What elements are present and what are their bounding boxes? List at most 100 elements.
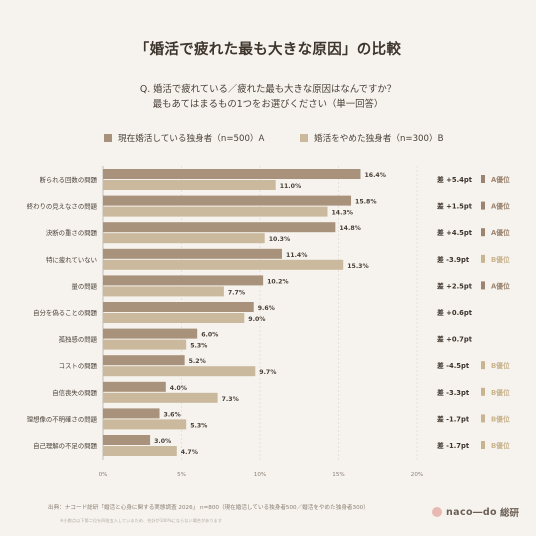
bar-b xyxy=(103,392,218,403)
value-label-a: 9.6% xyxy=(258,305,275,312)
bar-a xyxy=(103,435,151,445)
category-label: コストの問題 xyxy=(59,362,98,370)
question-line-1: Q. 婚活で疲れている／疲れた最も大きな原因はなんですか？ xyxy=(139,84,397,95)
bar-b xyxy=(103,286,224,297)
bar-a xyxy=(103,195,352,206)
value-label-b: 5.3% xyxy=(190,422,207,429)
bar-a xyxy=(103,248,282,259)
badge-marker xyxy=(481,254,485,263)
x-tick-label: 15% xyxy=(332,472,344,478)
category-label: 自己理解の不足の問題 xyxy=(33,441,98,450)
value-label-a: 6.0% xyxy=(201,332,218,339)
brand-sub: 総研 xyxy=(499,508,519,519)
advantage-badge: A優位 xyxy=(491,202,510,211)
category-label: 終わりの見えなさの問題 xyxy=(27,202,98,211)
bar-b xyxy=(103,233,265,244)
question-line-2: 最もあてはまるもの1つをお選びください（単一回答） xyxy=(152,99,384,110)
bar-a xyxy=(103,169,361,179)
difference-label: 差 -3.9pt xyxy=(437,255,470,264)
bar-b xyxy=(103,339,187,350)
badge-marker xyxy=(481,387,485,396)
category-label: 孤独感の問題 xyxy=(59,335,98,344)
bar-a xyxy=(103,408,160,419)
advantage-badge: A優位 xyxy=(491,175,510,184)
value-label-b: 7.3% xyxy=(222,396,239,403)
difference-label: 差 +1.5pt xyxy=(437,202,473,211)
difference-label: 差 -3.3pt xyxy=(437,388,470,397)
value-label-b: 10.3% xyxy=(269,236,290,243)
category-label: 自信喪失の問題 xyxy=(52,388,97,397)
bar-a xyxy=(103,275,264,286)
x-tick-label: 5% xyxy=(177,472,186,478)
badge-marker xyxy=(481,175,485,183)
difference-label: 差 -1.7pt xyxy=(437,441,470,450)
difference-label: 差 -1.7pt xyxy=(437,414,470,423)
value-label-a: 5.2% xyxy=(189,358,206,365)
bar-a xyxy=(103,222,336,233)
value-label-b: 5.3% xyxy=(190,343,207,350)
bar-a xyxy=(103,381,166,392)
value-label-b: 7.7% xyxy=(228,289,245,296)
badge-marker xyxy=(481,228,485,237)
bar-b xyxy=(103,259,344,270)
source-footer: 出典：ナコード総研「婚活と心身に関する実態調査 2026」 n=800（現在婚活… xyxy=(48,505,369,511)
value-label-a: 3.0% xyxy=(154,438,171,445)
category-label: 決断の重さの問題 xyxy=(46,228,98,237)
category-label: 量の問題 xyxy=(71,282,97,290)
brand-mark-icon xyxy=(432,507,442,517)
category-label: 断られる回数の問題 xyxy=(39,175,97,184)
difference-label: 差 -4.5pt xyxy=(437,361,470,370)
rounding-footnote: ※小数点以下第二位を四捨五入しているため、合計が100%にならない場合があります xyxy=(60,518,222,523)
legend-entry-a: 現在婚活している独身者（n=500）A xyxy=(104,132,264,144)
bar-b xyxy=(103,419,187,430)
bar-a xyxy=(103,328,198,339)
value-label-a: 3.6% xyxy=(164,411,181,418)
bar-a xyxy=(103,302,254,312)
x-tick-label: 0% xyxy=(99,472,108,478)
value-label-a: 11.4% xyxy=(286,252,307,259)
bar-b xyxy=(103,180,276,190)
bar-b xyxy=(103,206,328,217)
brand-name: naco―do xyxy=(446,506,497,518)
value-label-b: 9.7% xyxy=(259,369,276,376)
legend-label-a: 現在婚活している独身者（n=500）A xyxy=(118,134,265,144)
bar-b xyxy=(103,366,256,377)
bar-a xyxy=(103,355,185,366)
bar-b xyxy=(103,446,177,456)
badge-marker xyxy=(481,441,485,449)
badge-marker xyxy=(481,201,485,210)
difference-label: 差 +5.4pt xyxy=(437,175,473,184)
survey-question: Q. 婚活で疲れている／疲れた最も大きな原因はなんですか？ 最もあてはまるもの1… xyxy=(0,82,536,112)
x-tick-label: 10% xyxy=(254,472,266,478)
bar-b xyxy=(103,313,245,323)
legend-swatch-b xyxy=(300,134,308,142)
value-label-b: 4.7% xyxy=(181,449,198,456)
value-label-a: 10.2% xyxy=(267,278,288,285)
legend-swatch-a xyxy=(104,134,112,142)
difference-label: 差 +2.5pt xyxy=(437,281,473,290)
difference-label: 差 +0.6pt xyxy=(437,308,473,317)
advantage-badge: B優位 xyxy=(491,361,510,370)
value-label-a: 16.4% xyxy=(364,172,385,179)
legend-label-b: 婚活をやめた独身者（n=300）B xyxy=(314,134,444,144)
brand-logo: naco―do 総研 xyxy=(432,505,519,519)
advantage-badge: B優位 xyxy=(491,388,510,397)
advantage-badge: A優位 xyxy=(491,228,510,237)
x-tick-label: 20% xyxy=(411,472,423,478)
badge-marker xyxy=(481,361,485,370)
category-label: 特に疲れていない xyxy=(46,255,97,264)
value-label-b: 15.3% xyxy=(347,263,368,270)
difference-label: 差 +4.5pt xyxy=(437,228,473,237)
advantage-badge: B優位 xyxy=(491,255,510,264)
value-label-a: 14.8% xyxy=(339,225,360,232)
value-label-b: 11.0% xyxy=(280,183,301,190)
page-title: 「婚活で疲れた最も大きな原因」の比較 xyxy=(134,42,402,58)
badge-marker xyxy=(481,281,485,290)
category-label: 自分を偽ることの問題 xyxy=(33,308,97,317)
legend-entry-b: 婚活をやめた独身者（n=300）B xyxy=(300,132,443,144)
advantage-badge: B優位 xyxy=(491,441,510,450)
value-label-b: 9.0% xyxy=(248,316,265,323)
badge-marker xyxy=(481,414,485,423)
